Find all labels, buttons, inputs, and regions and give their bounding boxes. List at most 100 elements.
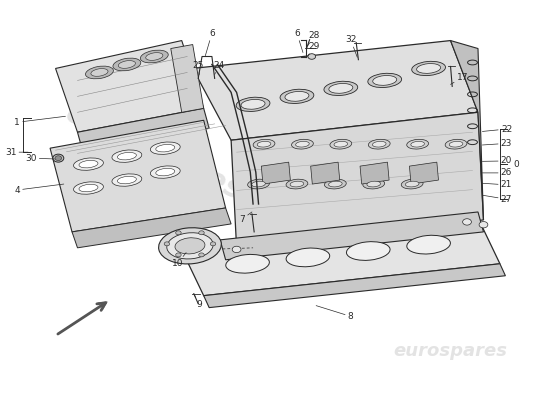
Text: 4: 4	[14, 184, 64, 194]
Polygon shape	[450, 40, 483, 220]
Circle shape	[175, 231, 181, 235]
Ellipse shape	[412, 61, 446, 76]
Ellipse shape	[285, 92, 309, 101]
Circle shape	[479, 222, 488, 228]
Circle shape	[210, 242, 216, 246]
Circle shape	[463, 219, 471, 225]
Circle shape	[55, 156, 62, 160]
Ellipse shape	[411, 141, 425, 147]
Ellipse shape	[367, 181, 381, 187]
Ellipse shape	[248, 179, 270, 189]
Ellipse shape	[79, 184, 98, 192]
Ellipse shape	[253, 139, 275, 149]
Ellipse shape	[74, 182, 103, 194]
Ellipse shape	[290, 181, 304, 187]
Polygon shape	[78, 108, 209, 152]
Circle shape	[199, 231, 204, 235]
Text: 7: 7	[239, 212, 252, 224]
Ellipse shape	[416, 64, 441, 73]
Text: 24: 24	[213, 61, 224, 74]
Ellipse shape	[407, 235, 450, 254]
Ellipse shape	[368, 139, 390, 149]
Ellipse shape	[334, 141, 348, 147]
Polygon shape	[204, 264, 505, 308]
Ellipse shape	[324, 81, 358, 96]
Ellipse shape	[295, 141, 309, 147]
Circle shape	[199, 251, 208, 258]
Ellipse shape	[324, 179, 346, 189]
Text: a passion for parts: a passion for parts	[99, 82, 210, 143]
Polygon shape	[50, 120, 225, 232]
Ellipse shape	[112, 174, 142, 186]
Text: 10: 10	[172, 253, 186, 268]
Polygon shape	[360, 162, 389, 184]
Circle shape	[164, 242, 169, 246]
Polygon shape	[72, 208, 231, 248]
Text: 30: 30	[25, 154, 54, 163]
Ellipse shape	[252, 181, 265, 187]
Text: 29: 29	[308, 42, 320, 56]
Ellipse shape	[257, 141, 271, 147]
Polygon shape	[261, 162, 290, 184]
Text: 26: 26	[482, 168, 512, 177]
Text: 28: 28	[308, 31, 320, 45]
Circle shape	[53, 154, 64, 162]
Ellipse shape	[146, 53, 163, 60]
Ellipse shape	[372, 141, 386, 147]
Polygon shape	[192, 40, 478, 140]
Ellipse shape	[280, 89, 314, 104]
Text: 25: 25	[192, 61, 204, 74]
Ellipse shape	[286, 248, 329, 267]
Polygon shape	[220, 212, 483, 260]
Ellipse shape	[150, 142, 180, 154]
Ellipse shape	[175, 238, 205, 254]
Polygon shape	[182, 218, 500, 296]
Ellipse shape	[74, 158, 103, 170]
Ellipse shape	[407, 139, 428, 149]
Circle shape	[199, 253, 204, 257]
Ellipse shape	[226, 254, 270, 273]
Text: 0: 0	[514, 160, 519, 169]
Ellipse shape	[286, 179, 308, 189]
Ellipse shape	[117, 152, 136, 160]
Ellipse shape	[373, 76, 397, 85]
Polygon shape	[56, 40, 204, 132]
Ellipse shape	[117, 176, 136, 184]
Ellipse shape	[328, 181, 342, 187]
Circle shape	[175, 253, 181, 257]
Text: eurospares: eurospares	[61, 98, 248, 206]
Circle shape	[308, 54, 316, 59]
Ellipse shape	[85, 66, 113, 79]
Text: 20: 20	[482, 156, 512, 166]
Text: 9: 9	[194, 295, 202, 309]
Ellipse shape	[363, 179, 384, 189]
Circle shape	[232, 246, 241, 253]
Text: 17: 17	[450, 73, 469, 84]
Ellipse shape	[292, 139, 313, 149]
Text: 6: 6	[294, 29, 303, 52]
Ellipse shape	[167, 233, 213, 259]
Text: 32: 32	[345, 35, 358, 57]
Text: 8: 8	[316, 306, 354, 321]
Ellipse shape	[346, 242, 390, 260]
Text: 22: 22	[482, 124, 512, 134]
Text: eurospares: eurospares	[394, 342, 508, 360]
Ellipse shape	[156, 144, 175, 152]
Ellipse shape	[79, 160, 98, 168]
Polygon shape	[311, 162, 340, 184]
Ellipse shape	[329, 84, 353, 93]
Ellipse shape	[156, 168, 175, 176]
Text: 6: 6	[205, 29, 215, 56]
Text: 27: 27	[482, 195, 512, 204]
Ellipse shape	[91, 69, 108, 76]
Text: 21: 21	[482, 180, 512, 189]
Ellipse shape	[445, 139, 467, 149]
Text: 31: 31	[5, 148, 28, 157]
Ellipse shape	[118, 61, 135, 68]
Ellipse shape	[113, 58, 141, 71]
Ellipse shape	[330, 139, 352, 149]
Ellipse shape	[158, 228, 221, 264]
Ellipse shape	[449, 141, 463, 147]
Text: 23: 23	[482, 139, 512, 148]
Ellipse shape	[150, 166, 180, 178]
